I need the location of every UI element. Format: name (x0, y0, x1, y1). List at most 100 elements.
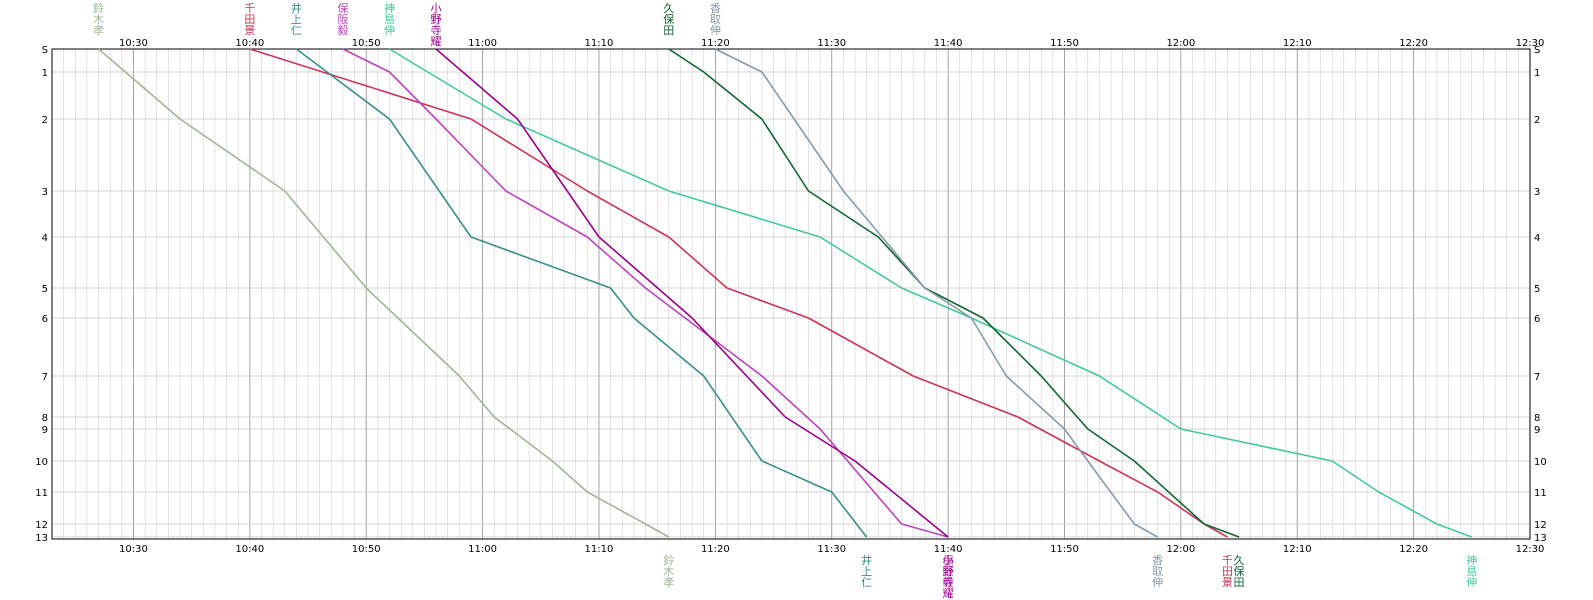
x-tick-label: 11:30 (817, 38, 846, 49)
series-line (435, 48, 949, 538)
runner-label-char: 毅 (943, 575, 954, 589)
series-line (389, 48, 1473, 538)
minor-grid (63, 49, 1519, 539)
y-tick-label: S (1534, 45, 1540, 56)
runner-label-char: 香 (710, 2, 721, 15)
series-line (98, 48, 670, 538)
horizontal-grid (52, 48, 1530, 538)
runner-label-char: 保 (943, 553, 954, 567)
x-tick-label: 10:40 (235, 38, 264, 49)
runner-label-char: 木 (663, 565, 674, 578)
runner-label-char: 野 (431, 13, 442, 26)
y-tick-label: 11 (1534, 488, 1547, 499)
x-tick-labels-bottom: 10:30 10:40 10:50 11:00 11:10 11:20 11:30 11:40… (119, 544, 1544, 555)
runner-label-char: 島 (384, 12, 395, 26)
runner-label-char: 取 (1152, 565, 1163, 578)
y-tick-label: 12 (1534, 520, 1547, 531)
runner-label-char: 保 (1234, 564, 1245, 578)
series-line (295, 48, 868, 538)
runner-label-char: 毅 (337, 23, 348, 37)
y-tick-label: 1 (1534, 68, 1540, 79)
runner-label-char: 神 (1466, 553, 1477, 567)
runner-label-char: 木 (93, 13, 104, 26)
x-tick-label: 11:00 (468, 38, 497, 49)
y-tick-label: 7 (42, 372, 48, 383)
runner-label-char: 田 (1222, 565, 1233, 578)
x-tick-label: 11:10 (585, 544, 614, 555)
x-tick-label: 12:20 (1399, 544, 1428, 555)
runner-label-char: 神 (384, 1, 395, 15)
x-tick-label: 12:00 (1166, 38, 1195, 49)
runner-label-char: 島 (1466, 564, 1477, 578)
x-tick-label: 11:40 (934, 38, 963, 49)
plot-frame (51, 48, 1531, 540)
y-tick-label: 8 (42, 413, 48, 424)
y-tick-label: 5 (1534, 284, 1540, 295)
x-tick-label: 11:20 (701, 544, 730, 555)
runner-label-char: 耀 (943, 587, 954, 600)
x-tick-label: 12:10 (1283, 38, 1312, 49)
x-tick-label: 12:20 (1399, 38, 1428, 49)
runner-label-char: 千 (244, 2, 255, 15)
runner-label-char: 保 (663, 12, 674, 26)
runner-label-char: 田 (1234, 576, 1245, 589)
x-tick-label: 11:10 (585, 38, 614, 49)
y-tick-label: 9 (1534, 425, 1540, 436)
x-tick-label: 10:30 (119, 544, 148, 555)
series-line (668, 48, 1240, 538)
y-tick-label: 4 (42, 233, 48, 244)
runner-label-char: 千 (1222, 554, 1233, 567)
runner-label-char: 景 (1222, 576, 1233, 589)
x-tick-label: 11:30 (817, 544, 846, 555)
runner-label-char: 小 (943, 554, 954, 567)
runner-label-char: 小 (431, 2, 442, 15)
x-tick-label: 11:40 (934, 544, 963, 555)
runner-label-char: 仁 (861, 576, 872, 589)
runner-label-char: 寺 (943, 576, 954, 589)
runner-label-char: 伸 (710, 24, 721, 37)
x-tick-label: 10:50 (352, 38, 381, 49)
series-line (715, 48, 1158, 538)
runner-label-char: 久 (1234, 554, 1245, 567)
runner-label-char: 阪 (943, 564, 954, 578)
series-line (249, 48, 1228, 538)
y-tick-label: 3 (42, 187, 48, 198)
y-tick-label: 5 (42, 284, 48, 295)
x-tick-label: 12:00 (1166, 544, 1195, 555)
runner-label-char: 耀 (431, 35, 442, 48)
series-group (98, 48, 1473, 538)
y-tick-label: 6 (42, 314, 48, 325)
x-tick-label: 10:40 (235, 544, 264, 555)
y-tick-label: 8 (1534, 413, 1540, 424)
x-tick-label: 10:50 (352, 544, 381, 555)
y-tick-label: 3 (1534, 187, 1540, 198)
y-tick-label: 10 (35, 457, 48, 468)
y-tick-label: 1 (42, 68, 48, 79)
runner-label-char: 仁 (291, 24, 302, 37)
y-tick-label: 6 (1534, 314, 1540, 325)
runner-label-char: 井 (291, 1, 302, 15)
y-tick-label: 2 (42, 115, 48, 126)
y-tick-label: 11 (35, 488, 48, 499)
runner-label-char: 阪 (337, 12, 348, 26)
x-tick-label: 12:10 (1283, 544, 1312, 555)
runner-label-char: 田 (244, 13, 255, 26)
runner-label-char: 野 (943, 565, 954, 578)
y-tick-label: S (42, 45, 48, 56)
runner-label-char: 保 (337, 1, 348, 15)
y-tick-label: 2 (1534, 115, 1540, 126)
runner-label-char: 鈴 (93, 1, 104, 15)
y-tick-label: 4 (1534, 233, 1540, 244)
runner-label-char: 伸 (1152, 576, 1163, 589)
runner-label-char: 上 (861, 565, 872, 578)
runner-label-char: 寺 (431, 24, 442, 37)
x-tick-label: 11:00 (468, 544, 497, 555)
y-tick-label: 10 (1534, 457, 1547, 468)
x-tick-label: 11:50 (1050, 544, 1079, 555)
